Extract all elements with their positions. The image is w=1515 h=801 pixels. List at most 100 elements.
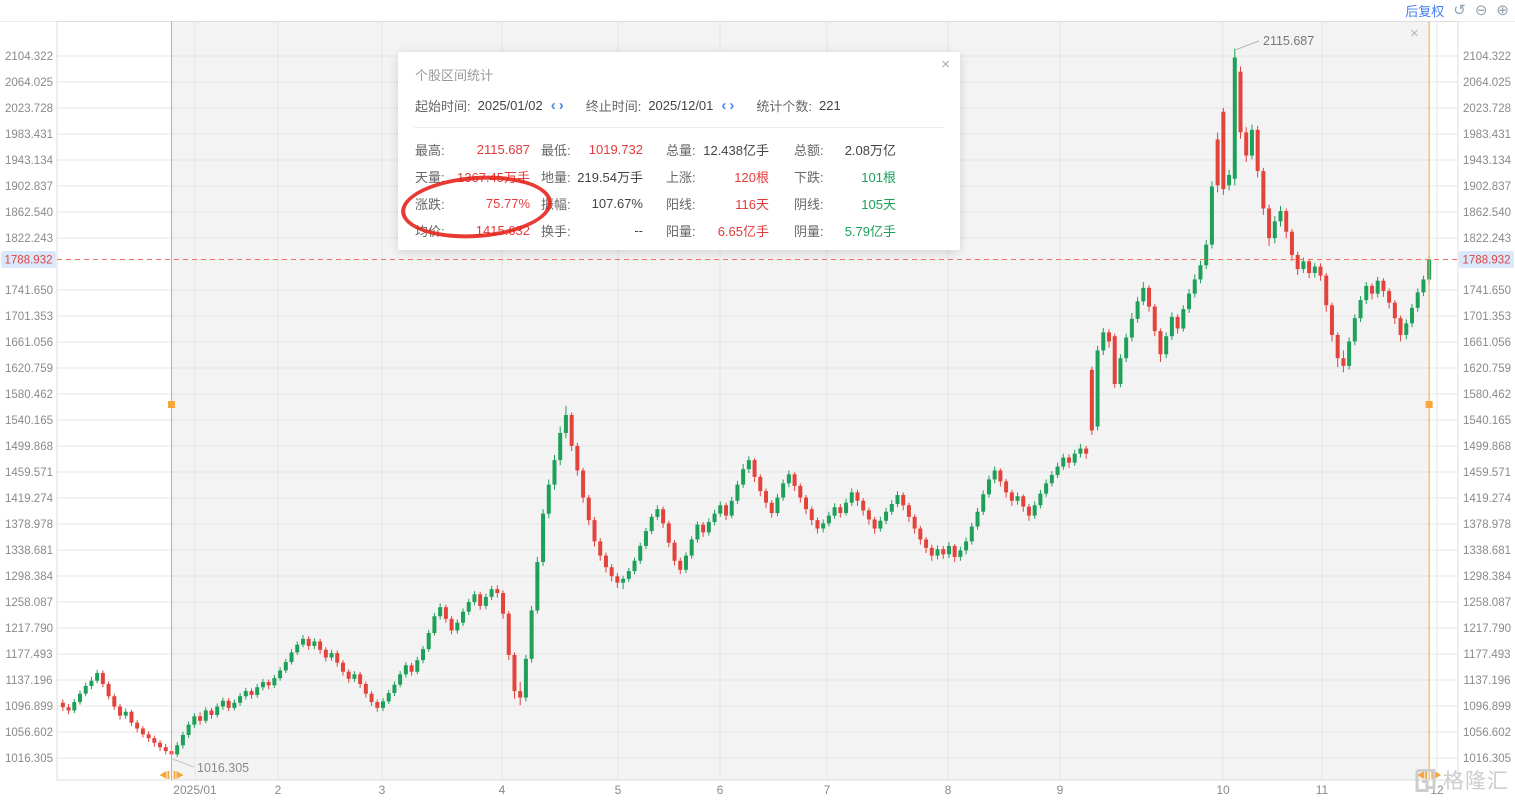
range-handle-left-arrow-icon[interactable] <box>1417 771 1425 779</box>
y-axis-tick-label: 1177.493 <box>5 649 52 661</box>
range-handle-bar[interactable] <box>173 771 176 779</box>
candle <box>695 524 700 540</box>
candle <box>512 654 517 692</box>
candle <box>449 618 454 631</box>
start-date-next-icon[interactable]: › <box>558 97 564 114</box>
range-handle-bar[interactable] <box>1425 771 1427 779</box>
candle <box>821 523 826 529</box>
candle <box>1341 358 1346 366</box>
stat-label: 下跌: <box>794 170 824 185</box>
range-handle-right-arrow-icon[interactable] <box>1434 771 1442 779</box>
candle <box>295 644 300 653</box>
range-handle[interactable] <box>167 401 175 408</box>
candle <box>575 445 580 471</box>
candle <box>844 502 849 514</box>
candle <box>1129 318 1134 338</box>
candle <box>112 696 117 707</box>
candle <box>506 613 511 655</box>
range-handle-left-arrow-icon[interactable] <box>159 771 167 779</box>
candle <box>718 505 723 514</box>
candle <box>935 549 940 556</box>
stat-cell: 均价: 1415.632 <box>415 217 530 244</box>
popup-close-icon[interactable]: × <box>941 56 950 73</box>
candle <box>489 589 494 597</box>
candle <box>272 678 277 686</box>
y-axis-tick-label: 1741.650 <box>1463 285 1511 297</box>
end-date-next-icon[interactable]: › <box>729 97 735 114</box>
stat-label: 阴线: <box>794 197 824 212</box>
candle <box>546 484 551 514</box>
chart-close-icon[interactable]: × <box>1410 25 1419 42</box>
zoom-out-icon[interactable]: ⊖ <box>1474 2 1488 19</box>
candle <box>312 641 317 646</box>
candle <box>1261 171 1266 209</box>
y-axis-tick-label: 1378.978 <box>5 519 53 531</box>
candle <box>1147 287 1152 307</box>
candle <box>203 710 208 721</box>
candle <box>83 685 88 694</box>
y-axis-tick-label: 1016.305 <box>5 753 53 765</box>
candle <box>318 641 323 650</box>
stat-cell: 下跌: 101根 <box>794 163 896 190</box>
candle <box>924 539 929 548</box>
chart-toolbar: 后复权 ↺ ⊖ ⊕ <box>1405 0 1509 21</box>
y-axis-tick-label: 2064.025 <box>5 77 53 89</box>
range-handle-bar[interactable] <box>1431 771 1434 779</box>
stat-value: 1367.45万手 <box>457 170 530 185</box>
stat-cell: 阳量: 6.65亿手 <box>666 217 769 244</box>
candle <box>403 665 408 675</box>
candle <box>392 684 397 694</box>
zoom-in-icon[interactable]: ⊕ <box>1496 2 1509 19</box>
stat-value: 12.438亿手 <box>703 143 769 158</box>
range-handle-right-arrow-icon[interactable] <box>176 771 184 779</box>
candle <box>1181 309 1186 329</box>
candle <box>1387 291 1392 303</box>
start-date-prev-icon[interactable]: ‹ <box>550 97 556 114</box>
candle <box>849 492 854 503</box>
stat-label: 均价: <box>415 224 445 239</box>
stat-label: 涨跌: <box>415 197 445 212</box>
candle <box>523 658 528 698</box>
end-date-label: 终止时间: <box>585 99 642 114</box>
current-price-tag-label: 1788.932 <box>5 254 53 266</box>
y-axis-tick-label: 2064.025 <box>1463 77 1511 89</box>
range-handle[interactable] <box>1425 401 1433 408</box>
candle <box>918 528 923 540</box>
candle <box>1238 71 1243 133</box>
candle <box>1066 457 1071 463</box>
candle <box>1295 254 1300 270</box>
candle <box>220 700 225 707</box>
stat-label: 阴量: <box>794 224 824 239</box>
candle <box>215 706 220 715</box>
adjust-mode-link[interactable]: 后复权 <box>1405 4 1445 19</box>
y-axis-tick-label: 1822.243 <box>1463 233 1511 245</box>
candle <box>1352 318 1357 342</box>
candle <box>1392 302 1397 319</box>
candle <box>758 476 763 492</box>
stat-label: 阳量: <box>666 224 696 239</box>
candle <box>1221 111 1226 190</box>
reset-icon[interactable]: ↺ <box>1453 2 1466 19</box>
candle <box>878 520 883 529</box>
y-axis-tick-label: 1217.790 <box>5 623 53 635</box>
stat-label: 上涨: <box>666 170 696 185</box>
candle <box>832 507 837 516</box>
end-date-prev-icon[interactable]: ‹ <box>721 97 727 114</box>
candle <box>421 649 426 661</box>
candle <box>352 674 357 679</box>
candle <box>638 545 643 561</box>
candle <box>929 547 934 556</box>
candle <box>472 594 477 603</box>
candle <box>723 505 728 516</box>
watermark: 格隆汇 <box>1413 765 1509 795</box>
range-handle-bar[interactable] <box>167 771 170 779</box>
candle <box>1135 301 1140 319</box>
candle <box>135 722 140 729</box>
candle <box>1015 496 1020 501</box>
candle <box>278 670 283 679</box>
candle <box>901 494 906 506</box>
candle <box>986 479 991 495</box>
candle <box>826 515 831 524</box>
start-date-value[interactable]: 2025/01/02 <box>477 98 543 113</box>
end-date-value[interactable]: 2025/12/01 <box>648 98 714 113</box>
